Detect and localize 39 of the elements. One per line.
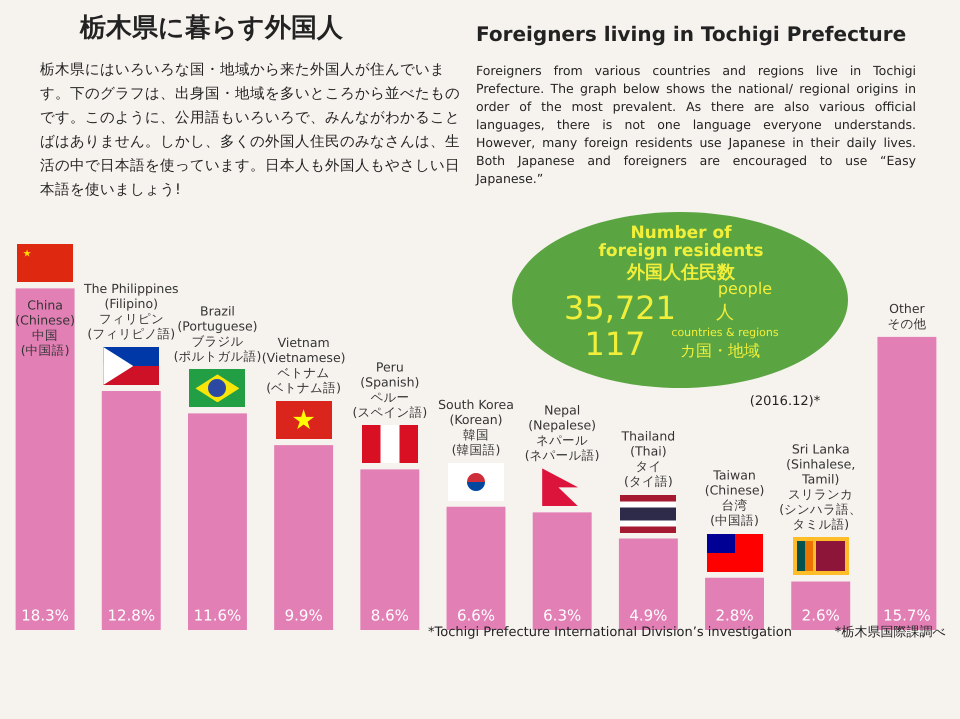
text: Foreigners from various countries and regions live in Tochigi Prefecture. The graph below shows the national/ regional origins in order of the most prevalent. As there are also various official languages, there is not one language everyone understands. However, many foreign residents use Japanese in their daily lives. Both Japanese and foreigners are encouraged to use “Easy Japanese.” <box>476 62 916 188</box>
data-label: 18.3% <box>21 606 69 624</box>
bar <box>16 288 75 630</box>
bar <box>188 413 247 630</box>
annotation: *栃木県国際課調べ <box>834 625 946 640</box>
data-label: 4.9% <box>629 606 668 624</box>
data-label: 9.9% <box>284 606 323 624</box>
text: 栃木県にはいろいろな国・地域から来た外国人が住んでいます。下のグラフは、出身国・地域を多いところから並べたものです。このように、公用語もいろいろで、みんながわかることばはありません。しかし、多くの外国人住民のみなさんは、生活の中で日本語を使っています。日本人も外国人もやさしい日本語を使いましょう! <box>40 61 460 200</box>
data-label: 2.8% <box>715 606 754 624</box>
data-label: 6.6% <box>456 606 496 624</box>
annotation: (2016.12)* <box>748 394 822 409</box>
annotation: 35,721 <box>563 289 677 327</box>
x-tick-label: Sri Lanka (Sinhalese, Tamil) スリランカ (シンハラ語、タミル語) <box>779 441 862 532</box>
x-tick-label: Nepal (Nepalese) ネパール (ネパール語) <box>524 402 600 462</box>
data-label: 12.8% <box>107 606 156 624</box>
chart-title: 栃木県に暮らす外国人 <box>80 12 343 45</box>
x-tick-label: Vietnam (Vietnamese) ベトナム (ベトナム語) <box>262 335 346 396</box>
text: 外国人住民数 <box>626 262 735 283</box>
chart-subtitle: Foreigners living in Tochigi Prefecture <box>476 22 906 46</box>
text: Number of foreign residents <box>598 223 764 261</box>
x-tick-label: Other その他 <box>887 300 926 331</box>
data-label: 15.7% <box>883 606 931 624</box>
x-tick-label: Peru (Spanish) ペルー (スペイン語) <box>352 359 428 420</box>
annotation: *Tochigi Prefecture International Division’s investigation <box>427 625 793 640</box>
annotation: 人 <box>715 302 735 323</box>
x-tick-label: South Korea (Korean) 韓国 (韓国語) <box>438 396 514 457</box>
data-label: 6.3% <box>543 606 582 624</box>
annotation: countries & regions <box>670 326 780 339</box>
data-label: 11.6% <box>194 606 242 624</box>
x-tick-label: China (Chinese) 中国 (中国語) <box>15 297 75 358</box>
x-tick-label: Taiwan (Chinese) 台湾 (中国語) <box>704 468 764 528</box>
bar <box>274 445 334 630</box>
data-label: 2.6% <box>802 606 840 624</box>
bar <box>102 391 161 630</box>
annotation: カ国・地域 <box>679 341 761 360</box>
bar <box>360 469 420 630</box>
x-tick-label: Thailand (Thai) タイ (タイ語) <box>620 428 676 489</box>
annotation: 117 <box>583 325 647 363</box>
data-label: 8.6% <box>370 606 409 624</box>
